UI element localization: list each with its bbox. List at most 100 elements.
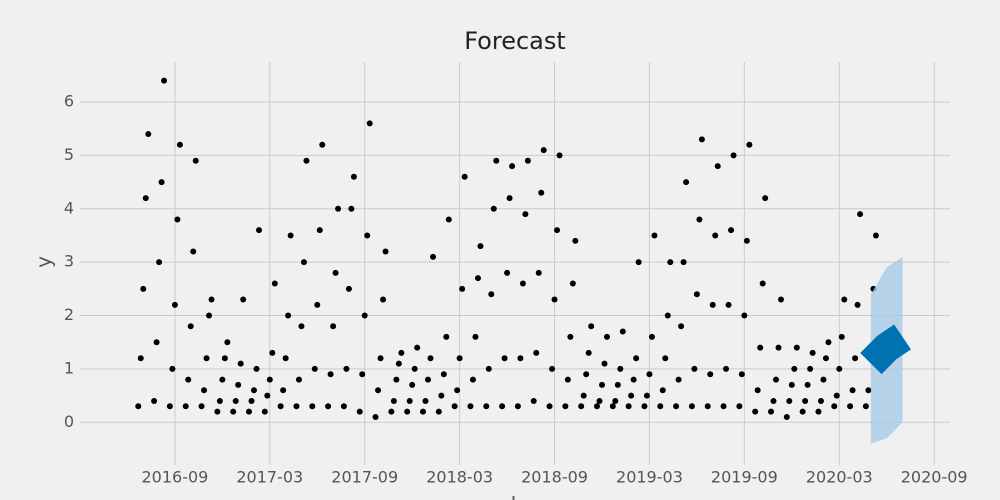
data-point [266,376,273,383]
data-point [380,296,387,303]
data-point [398,349,405,356]
x-axis-label: ds [503,493,526,500]
data-point [469,376,476,383]
x-tick-label: 2020-09 [901,468,968,487]
data-point [519,280,526,287]
data-point [472,333,479,340]
data-point [280,387,287,394]
data-point [251,387,257,394]
data-point [698,136,705,143]
forecast-line [860,324,911,375]
data-point [725,301,732,308]
data-point [857,211,864,218]
data-point [625,403,632,410]
data-point [741,312,748,319]
data-point [524,157,531,164]
data-point [435,408,442,415]
data-point [612,397,619,404]
data-point [768,408,774,415]
data-point [203,355,210,362]
data-point [588,323,595,330]
data-point [601,360,608,367]
data-point [678,323,685,330]
data-point [617,365,624,372]
data-point [728,227,735,234]
data-point [477,243,484,250]
data-point [775,344,782,351]
data-point [662,355,669,362]
data-point [235,381,242,388]
data-point [793,344,800,351]
data-point [651,232,658,239]
data-point [293,403,300,410]
data-point [182,403,189,410]
data-point [619,328,626,335]
data-point [580,392,587,399]
data-point [145,131,152,138]
data-point [825,339,832,346]
data-point [815,408,822,415]
data-point [372,413,379,420]
data-point [549,365,556,372]
x-tick-label: 2017-09 [331,468,398,487]
data-point [256,227,262,234]
data-point [783,413,790,420]
data-point [754,387,761,394]
data-point [831,403,838,410]
data-point [158,179,165,186]
data-point [483,403,490,410]
data-point [564,376,571,383]
data-point [688,403,695,410]
data-point [311,365,318,372]
data-point [382,248,389,255]
data-point [746,141,753,148]
y-tick-label: 0 [64,412,74,431]
data-point [567,333,574,340]
data-point [393,376,400,383]
data-point [174,216,181,223]
data-point [316,227,323,234]
data-point [425,376,431,383]
data-point [730,152,737,159]
data-point [246,408,252,415]
data-point [467,403,474,410]
data-point [454,387,461,394]
data-point [562,403,569,410]
data-point [596,397,603,404]
data-point [723,365,730,372]
data-point [556,152,563,159]
x-tick-label: 2019-09 [711,468,778,487]
data-point [388,408,395,415]
data-point [208,296,215,303]
data-point [327,371,334,378]
data-point [847,403,854,410]
y-tick-label: 4 [64,198,74,217]
data-point [187,323,194,330]
data-point [680,259,687,266]
data-point [287,232,294,239]
data-point [156,259,163,266]
data-point [440,371,447,378]
data-point [445,216,452,223]
data-point [809,349,816,356]
data-point [142,195,149,202]
data-point [862,403,869,410]
data-point [538,189,545,196]
data-point [325,403,332,410]
data-point [230,408,237,415]
data-point [406,397,413,404]
data-point [356,408,363,415]
data-point [770,397,777,404]
data-point [738,371,745,378]
data-point [546,403,553,410]
data-point [522,211,529,218]
data-point [474,275,481,282]
data-point [330,323,337,330]
x-tick-label: 2018-03 [426,468,493,487]
data-point [135,403,142,410]
x-tick-label: 2019-03 [616,468,683,487]
data-point [872,232,879,239]
data-point [585,349,592,356]
data-point [535,269,542,276]
